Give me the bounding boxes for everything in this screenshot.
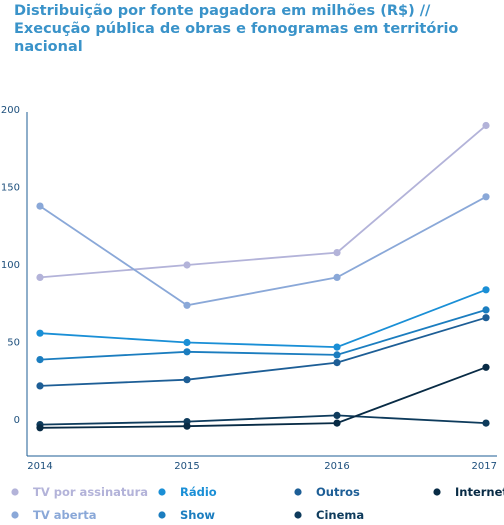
data-point-cinema-2016 xyxy=(333,411,341,419)
x-tick-label-2017: 2017 xyxy=(472,461,497,472)
legend-marker-cinema xyxy=(294,511,302,519)
series-line-cinema xyxy=(39,414,487,426)
data-point-radio-2014 xyxy=(36,329,44,337)
data-point-radio-2017 xyxy=(482,286,490,294)
data-point-show-2016 xyxy=(333,351,341,359)
data-point-show-2015 xyxy=(183,348,191,356)
legend-marker-outros xyxy=(294,488,302,496)
chart-title-line-1: Distribuição por fonte pagadora em milhõ… xyxy=(14,3,431,19)
data-point-radio-2016 xyxy=(333,343,341,351)
chart-title-line-2: Execução pública de obras e fonogramas e… xyxy=(14,21,459,55)
series-line-internet xyxy=(39,366,487,429)
data-point-tv-por-assinatura-2015 xyxy=(183,261,191,269)
legend-marker-radio xyxy=(158,488,166,496)
data-point-outros-2016 xyxy=(333,359,341,367)
data-point-outros-2014 xyxy=(36,382,44,390)
data-point-tv-aberta-2014 xyxy=(36,202,44,210)
data-point-tv-por-assinatura-2014 xyxy=(36,273,44,281)
legend-label-outros: Outros xyxy=(316,485,360,499)
data-point-tv-por-assinatura-2016 xyxy=(333,249,341,257)
data-point-radio-2015 xyxy=(183,338,191,347)
data-point-tv-aberta-2017 xyxy=(482,193,490,201)
legend-label-cinema: Cinema xyxy=(316,508,364,522)
data-point-outros-2015 xyxy=(183,376,191,384)
series-line-tv-aberta xyxy=(39,196,487,307)
data-point-internet-2014 xyxy=(36,424,44,432)
legend-label-show: Show xyxy=(180,508,215,522)
data-point-internet-2017 xyxy=(482,363,490,371)
x-tick-label-2016: 2016 xyxy=(324,461,349,472)
data-point-show-2014 xyxy=(36,356,44,364)
legend-marker-tv-aberta xyxy=(11,511,19,519)
series-line-tv-por-assinatura xyxy=(39,124,487,279)
x-tick-label-2015: 2015 xyxy=(174,461,199,472)
y-tick-label-4: 200 xyxy=(1,105,20,116)
data-point-show-2017 xyxy=(482,306,490,314)
data-point-tv-por-assinatura-2017 xyxy=(482,121,490,130)
y-tick-label-3: 150 xyxy=(1,183,20,194)
x-tick-label-2014: 2014 xyxy=(27,461,52,472)
series-line-outros xyxy=(39,316,487,387)
series-line-show xyxy=(39,309,487,361)
y-tick-label-1: 50 xyxy=(7,338,20,349)
legend-label-radio: Rádio xyxy=(180,485,217,499)
legend-marker-tv-por-assinatura xyxy=(11,488,19,496)
data-point-tv-aberta-2015 xyxy=(183,301,191,309)
y-tick-label-0: 0 xyxy=(14,415,20,426)
series-line-radio xyxy=(39,288,487,349)
legend-label-internet: Internet xyxy=(455,485,504,499)
legend-marker-show xyxy=(158,511,166,519)
chart-title: Distribuição por fonte pagadora em milhõ… xyxy=(14,2,494,56)
y-tick-label-2: 100 xyxy=(1,260,20,271)
legend-marker-internet xyxy=(433,488,441,496)
data-point-tv-aberta-2016 xyxy=(333,273,341,281)
legend-label-tv-por-assinatura: TV por assinatura xyxy=(33,485,148,499)
data-point-internet-2016 xyxy=(333,419,341,427)
data-point-internet-2015 xyxy=(183,422,191,430)
data-point-cinema-2017 xyxy=(482,419,490,427)
legend-label-tv-aberta: TV aberta xyxy=(33,508,96,522)
data-point-outros-2017 xyxy=(482,314,490,322)
